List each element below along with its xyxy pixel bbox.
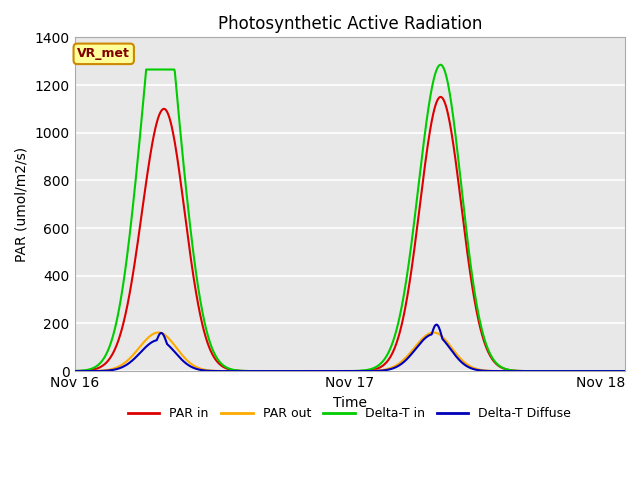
PAR out: [511, 368, 518, 374]
PAR in: [436, 94, 444, 100]
PAR out: [293, 368, 301, 374]
Text: VR_met: VR_met: [77, 48, 130, 60]
Line: Delta-T Diffuse: Delta-T Diffuse: [74, 324, 625, 371]
Delta-T in: [127, 223, 134, 228]
Delta-T Diffuse: [293, 368, 301, 374]
PAR in: [127, 284, 134, 290]
PAR out: [500, 368, 508, 374]
Delta-T in: [500, 366, 508, 372]
PAR out: [430, 330, 438, 336]
Line: PAR in: PAR in: [74, 97, 625, 371]
Delta-T Diffuse: [500, 368, 508, 374]
Delta-T Diffuse: [70, 368, 78, 374]
Delta-T in: [449, 113, 457, 119]
Delta-T Diffuse: [621, 368, 629, 374]
Delta-T Diffuse: [127, 359, 134, 365]
PAR out: [449, 347, 457, 352]
Delta-T Diffuse: [511, 368, 518, 374]
Delta-T Diffuse: [313, 368, 321, 374]
PAR out: [621, 368, 629, 374]
PAR in: [621, 368, 629, 374]
PAR out: [313, 368, 321, 374]
Delta-T in: [293, 368, 301, 374]
PAR in: [500, 366, 508, 372]
Delta-T Diffuse: [433, 322, 440, 327]
Delta-T in: [511, 368, 518, 373]
Legend: PAR in, PAR out, Delta-T in, Delta-T Diffuse: PAR in, PAR out, Delta-T in, Delta-T Dif…: [124, 402, 577, 425]
Delta-T in: [436, 62, 444, 68]
Delta-T in: [621, 368, 629, 374]
PAR in: [511, 368, 518, 373]
Title: Photosynthetic Active Radiation: Photosynthetic Active Radiation: [218, 15, 482, 33]
PAR in: [70, 368, 78, 374]
Delta-T in: [313, 368, 321, 374]
PAR out: [70, 368, 78, 374]
PAR out: [127, 355, 134, 360]
PAR in: [313, 368, 321, 374]
PAR in: [449, 140, 457, 145]
Y-axis label: PAR (umol/m2/s): PAR (umol/m2/s): [15, 147, 29, 262]
Line: Delta-T in: Delta-T in: [74, 65, 625, 371]
X-axis label: Time: Time: [333, 396, 367, 409]
PAR in: [293, 368, 301, 374]
Delta-T Diffuse: [449, 349, 457, 355]
Delta-T in: [70, 368, 78, 374]
Line: PAR out: PAR out: [74, 333, 625, 371]
